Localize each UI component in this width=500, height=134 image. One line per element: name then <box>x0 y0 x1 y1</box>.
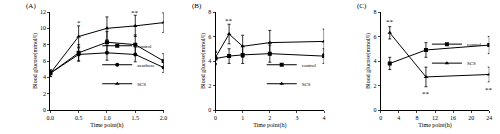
svg-text:4: 4 <box>374 58 377 64</box>
svg-text:0: 0 <box>214 115 217 121</box>
svg-text:1.0: 1.0 <box>103 115 111 121</box>
svg-text:2: 2 <box>43 91 46 97</box>
svg-text:**: ** <box>386 18 394 26</box>
svg-text:0: 0 <box>379 115 382 121</box>
svg-text:Blood glucose(mmol/l): Blood glucose(mmol/l) <box>32 33 39 89</box>
svg-text:*: * <box>77 19 81 27</box>
svg-text:SCS: SCS <box>137 82 146 87</box>
svg-text:8: 8 <box>208 9 211 15</box>
svg-text:4: 4 <box>43 74 46 80</box>
svg-text:8: 8 <box>374 9 377 15</box>
svg-text:Time point(h): Time point(h) <box>253 122 286 129</box>
svg-text:(C): (C) <box>357 2 367 10</box>
svg-text:24: 24 <box>486 115 492 121</box>
svg-text:8: 8 <box>43 42 46 48</box>
svg-text:2.0: 2.0 <box>160 115 168 121</box>
svg-text:12: 12 <box>432 115 438 121</box>
svg-text:6: 6 <box>208 34 211 40</box>
svg-text:6: 6 <box>43 58 46 64</box>
svg-text:0: 0 <box>208 107 211 113</box>
svg-text:0.5: 0.5 <box>75 115 83 121</box>
svg-text:0: 0 <box>43 107 46 113</box>
svg-text:10: 10 <box>40 25 46 31</box>
svg-text:4: 4 <box>397 115 400 121</box>
svg-text:SCS: SCS <box>467 61 476 66</box>
svg-text:20: 20 <box>468 115 474 121</box>
svg-text:**: ** <box>485 86 493 94</box>
svg-text:1.5: 1.5 <box>132 115 140 121</box>
svg-text:4: 4 <box>208 58 211 64</box>
svg-text:0.0: 0.0 <box>47 115 55 121</box>
svg-text:(B): (B) <box>192 2 202 10</box>
svg-text:Blood glucose(mmol/l): Blood glucose(mmol/l) <box>200 33 207 89</box>
svg-text:16: 16 <box>450 115 456 121</box>
svg-text:2: 2 <box>268 115 271 121</box>
svg-text:control: control <box>467 42 482 47</box>
svg-text:**: ** <box>131 9 139 17</box>
svg-text:SCS: SCS <box>302 82 311 87</box>
svg-text:8: 8 <box>415 115 418 121</box>
svg-text:control: control <box>137 44 152 49</box>
svg-text:(A): (A) <box>26 2 36 10</box>
svg-text:12: 12 <box>40 9 46 15</box>
svg-text:3: 3 <box>295 115 298 121</box>
svg-text:Time point(h): Time point(h) <box>418 122 451 129</box>
svg-text:1: 1 <box>241 115 244 121</box>
svg-text:**: ** <box>225 17 233 25</box>
svg-text:acarbose: acarbose <box>137 63 155 68</box>
svg-text:4: 4 <box>323 115 326 121</box>
svg-text:2: 2 <box>208 83 211 89</box>
svg-text:Blood glucose(mmol/l): Blood glucose(mmol/l) <box>365 33 372 89</box>
svg-text:6: 6 <box>374 34 377 40</box>
svg-text:Time point(h): Time point(h) <box>90 122 123 129</box>
svg-text:0: 0 <box>374 107 377 113</box>
svg-text:**: ** <box>422 90 430 98</box>
svg-text:control: control <box>302 63 317 68</box>
svg-text:2: 2 <box>374 83 377 89</box>
